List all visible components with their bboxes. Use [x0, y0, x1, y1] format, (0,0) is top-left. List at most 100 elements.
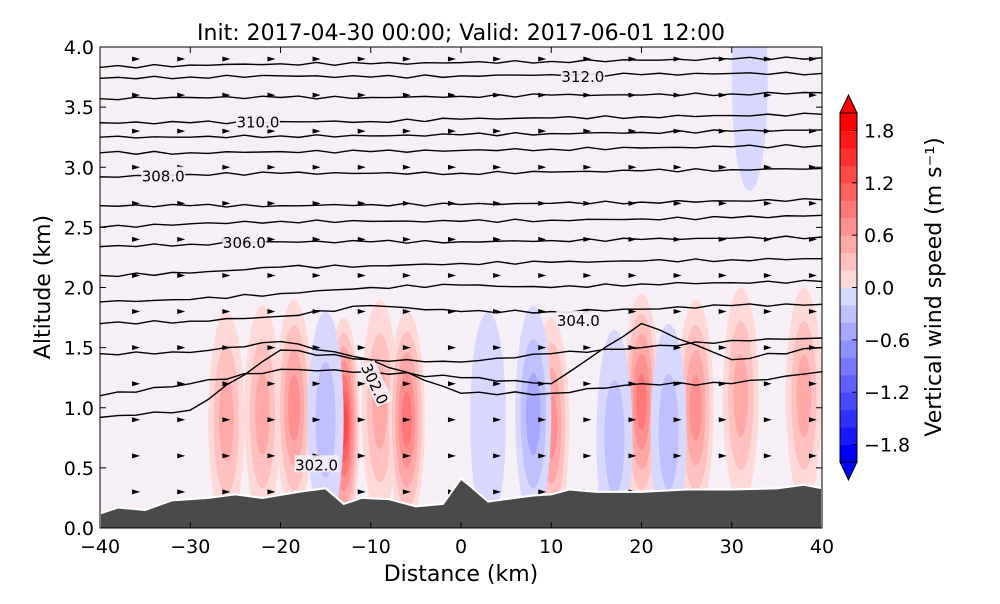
colorbar-swatch	[840, 217, 857, 236]
wind-vector	[402, 164, 411, 170]
wind-vector	[493, 164, 502, 170]
wind-vector	[763, 56, 772, 62]
wind-vector	[222, 272, 231, 278]
wind-vector	[222, 56, 231, 62]
wind-vector	[447, 381, 456, 387]
x-tick-label: 10	[539, 536, 563, 558]
wind-vector	[312, 128, 321, 134]
wind-vector	[583, 92, 592, 98]
wind-vector	[493, 56, 502, 62]
wind-vector	[673, 92, 682, 98]
x-tick-label: 20	[629, 536, 653, 558]
wind-vector	[222, 417, 231, 423]
wind-vector	[673, 164, 682, 170]
w-contour-fill	[470, 311, 507, 528]
x-tick-label: 40	[810, 536, 834, 558]
wind-vector	[312, 309, 321, 315]
wind-vector	[132, 200, 141, 206]
colorbar-swatch	[840, 304, 857, 323]
colorbar-swatch	[840, 113, 857, 131]
y-tick-label: 3.5	[64, 97, 94, 119]
wind-vector	[628, 345, 637, 351]
wind-vector	[402, 272, 411, 278]
wind-vector	[447, 236, 456, 242]
wind-vector	[267, 417, 276, 423]
wind-vector	[132, 92, 141, 98]
x-tick-label: −10	[351, 536, 391, 558]
wind-vector	[493, 417, 502, 423]
wind-vector	[718, 164, 727, 170]
wind-vector	[673, 236, 682, 242]
wind-vector	[628, 56, 637, 62]
wind-vector	[312, 92, 321, 98]
wind-vector	[673, 345, 682, 351]
wind-vector	[267, 489, 276, 495]
wind-vector	[583, 200, 592, 206]
wind-vector	[357, 309, 366, 315]
wind-vector	[357, 453, 366, 459]
y-tick-label: 3.0	[64, 157, 94, 179]
wind-vector	[808, 236, 817, 242]
wind-vector	[312, 56, 321, 62]
wind-vector	[447, 309, 456, 315]
wind-vector	[538, 417, 547, 423]
contour-label-bg	[560, 66, 605, 84]
w-contour-fill	[658, 373, 679, 490]
y-tick-label: 2.0	[64, 278, 94, 300]
y-tick-label: 4.0	[64, 37, 94, 59]
colorbar-tick-label: 1.8	[864, 120, 894, 142]
wind-vector	[493, 381, 502, 387]
wind-vector	[808, 417, 817, 423]
wind-vector	[267, 381, 276, 387]
colorbar-swatch	[840, 444, 857, 463]
colorbar-swatch	[840, 427, 857, 446]
w-cell	[731, 47, 768, 192]
wind-vector	[402, 417, 411, 423]
w-contour-fill	[604, 379, 625, 496]
wind-vector	[267, 453, 276, 459]
colorbar-tick-label: 0.0	[864, 278, 894, 300]
wind-vector	[447, 164, 456, 170]
wind-vector	[583, 164, 592, 170]
wind-vector	[763, 200, 772, 206]
wind-vector	[177, 56, 186, 62]
colorbar-swatch	[840, 409, 857, 428]
w-contour-fill	[731, 47, 768, 192]
contour-label-bg	[235, 112, 280, 130]
w-contour-fill	[288, 374, 301, 441]
wind-vector	[447, 92, 456, 98]
theta-contour-line	[100, 214, 822, 229]
w-cell	[276, 299, 313, 516]
wind-vector	[583, 345, 592, 351]
contour-label-bg	[294, 455, 339, 473]
wind-vector	[222, 309, 231, 315]
wind-vector	[718, 272, 727, 278]
colorbar-label: Vertical wind speed (m s⁻¹)	[922, 137, 947, 436]
wind-vector	[763, 381, 772, 387]
wind-vector	[132, 56, 141, 62]
wind-vector	[583, 453, 592, 459]
wind-vector	[357, 56, 366, 62]
wind-vector	[628, 309, 637, 315]
wind-vector	[493, 489, 502, 495]
wind-vector	[808, 56, 817, 62]
colorbar-swatch	[840, 287, 857, 306]
w-cell	[650, 323, 687, 528]
wind-vector	[132, 489, 141, 495]
wind-vector	[718, 236, 727, 242]
w-contour-fill	[255, 372, 270, 456]
contour-label: 302.0	[295, 456, 338, 474]
wind-vector	[312, 236, 321, 242]
wind-vector	[493, 345, 502, 351]
wind-vector	[222, 345, 231, 351]
wind-vector	[628, 236, 637, 242]
wind-vector	[538, 236, 547, 242]
colorbar-swatch	[840, 182, 857, 201]
w-cell	[307, 311, 344, 528]
wind-vector	[312, 272, 321, 278]
wind-vector	[132, 236, 141, 242]
wind-vector	[673, 417, 682, 423]
wind-vector	[763, 128, 772, 134]
colorbar-extend-min	[839, 461, 858, 482]
wind-vector	[808, 200, 817, 206]
